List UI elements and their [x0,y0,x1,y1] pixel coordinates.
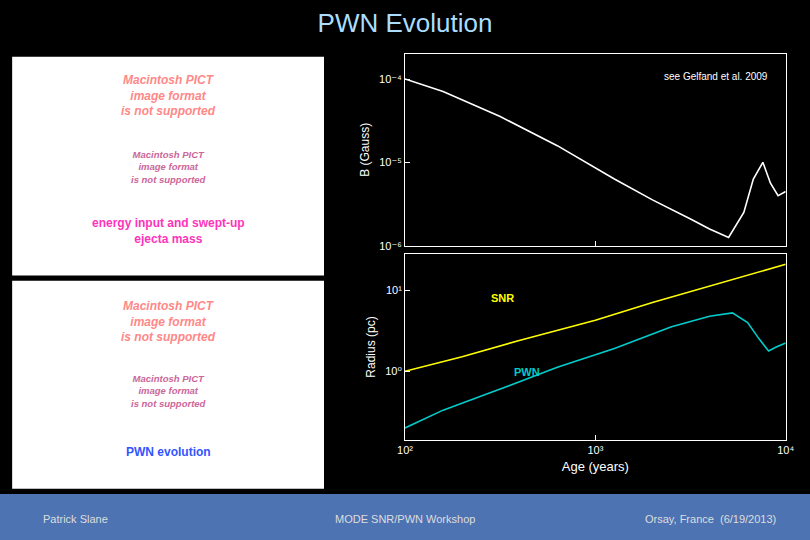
svg-text:Orsay, France (6/19/2013): Orsay, France (6/19/2013) [645,513,776,525]
svg-text:Macintosh PICTimage formatis n: Macintosh PICTimage formatis not support… [121,299,216,344]
svg-text:10¹: 10¹ [386,284,402,296]
svg-text:energy input and swept-upeject: energy input and swept-upejecta mass [92,216,245,246]
svg-text:Macintosh PICTimage formatis n: Macintosh PICTimage formatis not support… [121,73,216,118]
svg-text:PWN Evolution: PWN Evolution [318,8,493,38]
svg-text:Age (years): Age (years) [562,459,629,474]
svg-text:Macintosh PICTimage formatis n: Macintosh PICTimage formatis not support… [131,149,206,185]
svg-text:B (Gauss): B (Gauss) [358,123,372,177]
svg-text:10⁻⁶: 10⁻⁶ [379,240,402,252]
svg-text:PWN: PWN [514,366,540,378]
svg-text:Radius (pc): Radius (pc) [364,316,378,377]
svg-text:10⁰: 10⁰ [385,365,402,377]
svg-text:10⁻⁴: 10⁻⁴ [379,73,402,85]
svg-text:Patrick Slane: Patrick Slane [43,513,108,525]
svg-text:MODE SNR/PWN Workshop: MODE SNR/PWN Workshop [335,513,475,525]
svg-text:10⁻⁵: 10⁻⁵ [379,156,402,168]
svg-text:see Gelfand et al. 2009: see Gelfand et al. 2009 [664,71,768,82]
svg-text:Macintosh PICTimage formatis n: Macintosh PICTimage formatis not support… [131,373,206,409]
svg-text:PWN evolution: PWN evolution [126,445,211,459]
svg-text:10⁴: 10⁴ [777,444,794,456]
svg-text:10³: 10³ [587,444,603,456]
svg-text:10²: 10² [397,444,413,456]
svg-text:SNR: SNR [491,292,514,304]
